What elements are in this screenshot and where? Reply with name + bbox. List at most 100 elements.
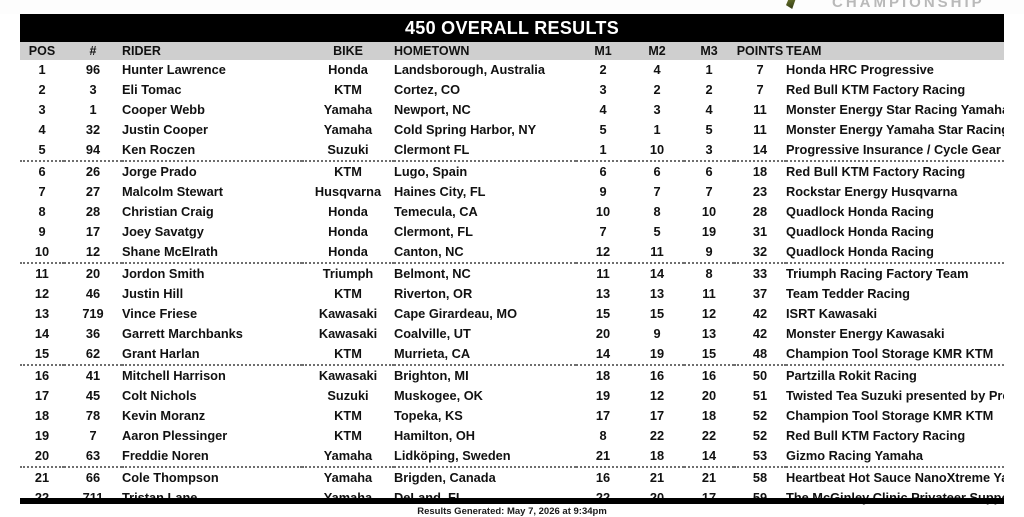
cell-m3: 16 <box>684 364 734 386</box>
column-header-number: # <box>64 42 122 60</box>
cell-pos: 19 <box>20 426 64 446</box>
cell-team: Champion Tool Storage KMR KTM <box>786 406 1004 426</box>
cell-m2: 4 <box>630 60 684 80</box>
cell-bike: Honda <box>302 222 394 242</box>
cell-number: 94 <box>64 140 122 161</box>
cell-pos: 16 <box>20 364 64 386</box>
cell-points: 42 <box>734 304 786 324</box>
cell-rider: Shane McElrath <box>122 242 302 263</box>
cell-number: 12 <box>64 242 122 263</box>
cell-team: Red Bull KTM Factory Racing <box>786 426 1004 446</box>
cell-hometown: Cold Spring Harbor, NY <box>394 120 576 140</box>
cell-number: 45 <box>64 386 122 406</box>
cell-team: Quadlock Honda Racing <box>786 202 1004 222</box>
cell-m3: 10 <box>684 202 734 222</box>
cell-number: 26 <box>64 160 122 182</box>
cell-pos: 20 <box>20 446 64 467</box>
cell-m2: 3 <box>630 100 684 120</box>
cell-hometown: Landsborough, Australia <box>394 60 576 80</box>
cell-bike: Husqvarna <box>302 182 394 202</box>
cell-bike: Yamaha <box>302 446 394 467</box>
cell-hometown: Brighton, MI <box>394 364 576 386</box>
cell-team: Quadlock Honda Racing <box>786 222 1004 242</box>
cell-rider: Jorge Prado <box>122 160 302 182</box>
cell-bike: KTM <box>302 80 394 100</box>
cell-points: 33 <box>734 262 786 284</box>
cell-m2: 6 <box>630 160 684 182</box>
cell-pos: 1 <box>20 60 64 80</box>
cell-hometown: Lidköping, Sweden <box>394 446 576 467</box>
table-bottom-bar <box>20 498 1004 504</box>
cell-bike: Kawasaki <box>302 364 394 386</box>
cell-hometown: Murrieta, CA <box>394 344 576 365</box>
cell-points: 42 <box>734 324 786 344</box>
table-row: 1 96 Hunter Lawrence Honda Landsborough, Aus… <box>20 60 1004 80</box>
column-header-m2: M2 <box>630 42 684 60</box>
table-row: 15 62 Grant Harlan KTM Murrieta, CA 14 19 15 48 C… <box>20 344 1004 365</box>
cell-pos: 10 <box>20 242 64 263</box>
cell-rider: Ken Roczen <box>122 140 302 161</box>
cell-team: Monster Energy Star Racing Yamaha <box>786 100 1004 120</box>
cell-rider: Garrett Marchbanks <box>122 324 302 344</box>
cell-bike: Yamaha <box>302 120 394 140</box>
cell-number: 96 <box>64 60 122 80</box>
cell-m3: 20 <box>684 386 734 406</box>
column-header-points: POINTS <box>734 42 786 60</box>
cell-rider: Joey Savatgy <box>122 222 302 242</box>
cell-team: Red Bull KTM Factory Racing <box>786 160 1004 182</box>
cell-m3: 1 <box>684 60 734 80</box>
cell-m1: 14 <box>576 344 630 365</box>
cell-bike: KTM <box>302 426 394 446</box>
cell-hometown: Haines City, FL <box>394 182 576 202</box>
cell-hometown: Topeka, KS <box>394 406 576 426</box>
cell-team: Gizmo Racing Yamaha <box>786 446 1004 467</box>
cell-points: 48 <box>734 344 786 365</box>
cell-pos: 17 <box>20 386 64 406</box>
cell-rider: Cole Thompson <box>122 466 302 488</box>
results-generated-note: Results Generated: May 7, 2026 at 9:34pm <box>417 506 607 517</box>
table-row: 18 78 Kevin Moranz KTM Topeka, KS 17 17 18 52 Cha… <box>20 406 1004 426</box>
cell-m1: 9 <box>576 182 630 202</box>
cell-m2: 5 <box>630 222 684 242</box>
cell-m2: 10 <box>630 140 684 161</box>
cell-points: 31 <box>734 222 786 242</box>
column-header-rider: RIDER <box>122 42 302 60</box>
cell-m1: 15 <box>576 304 630 324</box>
championship-wordmark: CHAMPIONSHIP <box>832 0 985 11</box>
cell-bike: KTM <box>302 344 394 365</box>
cell-rider: Vince Friese <box>122 304 302 324</box>
cell-team: Honda HRC Progressive <box>786 60 1004 80</box>
cell-pos: 11 <box>20 262 64 284</box>
cell-m2: 9 <box>630 324 684 344</box>
cell-bike: Kawasaki <box>302 304 394 324</box>
cell-rider: Malcolm Stewart <box>122 182 302 202</box>
table-row: 14 36 Garrett Marchbanks Kawasaki Coalville,… <box>20 324 1004 344</box>
cell-team: Heartbeat Hot Sauce NanoXtreme Yamaha <box>786 466 1004 488</box>
column-header-m3: M3 <box>684 42 734 60</box>
cell-m2: 1 <box>630 120 684 140</box>
cell-m1: 10 <box>576 202 630 222</box>
cell-m2: 18 <box>630 446 684 467</box>
cell-pos: 12 <box>20 284 64 304</box>
cell-rider: Colt Nichols <box>122 386 302 406</box>
cell-points: 23 <box>734 182 786 202</box>
cell-m2: 7 <box>630 182 684 202</box>
cell-m1: 18 <box>576 364 630 386</box>
cell-rider: Christian Craig <box>122 202 302 222</box>
cell-m1: 16 <box>576 466 630 488</box>
cell-team: ISRT Kawasaki <box>786 304 1004 324</box>
cell-number: 63 <box>64 446 122 467</box>
table-row: 19 7 Aaron Plessinger KTM Hamilton, OH 8 22 22 5… <box>20 426 1004 446</box>
column-header-hometown: HOMETOWN <box>394 42 576 60</box>
table-row: 10 12 Shane McElrath Honda Canton, NC 12 11 9 32… <box>20 242 1004 263</box>
cell-team: Team Tedder Racing <box>786 284 1004 304</box>
cell-number: 17 <box>64 222 122 242</box>
cell-rider: Jordon Smith <box>122 262 302 284</box>
cell-m3: 3 <box>684 140 734 161</box>
cell-m1: 17 <box>576 406 630 426</box>
table-row: 17 45 Colt Nichols Suzuki Muskogee, OK 19 12 20… <box>20 386 1004 406</box>
leaf-mark-icon <box>786 0 796 9</box>
table-row: 12 46 Justin Hill KTM Riverton, OR 13 13 11 37 Te… <box>20 284 1004 304</box>
cell-number: 28 <box>64 202 122 222</box>
cell-rider: Aaron Plessinger <box>122 426 302 446</box>
